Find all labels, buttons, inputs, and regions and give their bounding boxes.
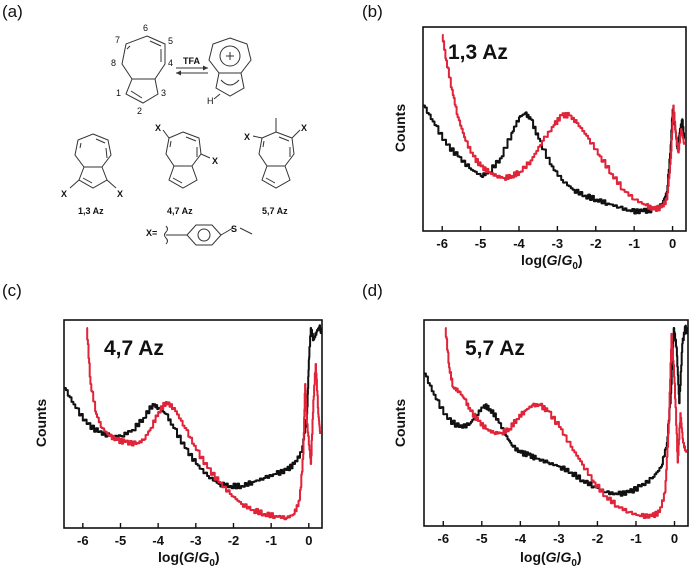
ring-number-5: 5 [168,36,173,46]
red-series-line [86,327,322,521]
compound-13-az: X X 1,3 Az [61,133,123,216]
series-layer [64,324,323,521]
ring-number-6: 6 [143,23,148,33]
x-tick-label: -6 [437,531,449,546]
x-tick-label: -1 [628,236,640,251]
black-series-line [423,104,686,215]
x-tick-label: -5 [475,236,487,251]
y-axis-label: Counts [392,104,408,152]
chart-title: 5,7 Az [465,337,525,360]
x-substituent-label: X [212,156,218,166]
y-axis-label: Counts [392,399,408,447]
plot-frame [423,319,689,527]
compound-57-az: X X 5,7 Az [244,118,307,216]
x-tick-label: -6 [77,533,89,548]
ring-number-8: 8 [111,58,116,68]
plot-frame [422,26,687,232]
x-tick-label: -4 [515,531,527,546]
x-tick-label: -5 [476,531,488,546]
chart-panel-c: 4,7 Az -6 -5 -4 -3 -2 -1 0 log(G/G0) Counts [33,319,323,569]
x-tick-labels: -6 -5 -4 -3 -2 -1 0 [436,236,676,251]
x-substituent-label: X [117,189,123,199]
x-tick-label: -3 [190,533,202,548]
x-tick-marks [82,523,310,528]
panel-label-d: (d) [362,281,383,300]
x-tick-label: -1 [630,531,642,546]
x-substituent-label: X [61,189,67,199]
x-tick-label: -5 [115,533,127,548]
black-series-line [64,324,323,490]
x-tick-marks [442,521,676,526]
x-axis-label: log(G/G0) [158,549,220,569]
x-definition: X= S [146,224,253,246]
plot-frame [63,319,323,529]
x-tick-label: 0 [671,531,678,546]
proton-h-label: H [207,96,214,106]
x-definition-label: X= [146,228,157,238]
panel-label-a: (a) [2,2,23,21]
x-tick-marks [441,226,674,231]
compound-label-47: 4,7 Az [167,206,193,216]
x-tick-label: -2 [592,531,604,546]
equilibrium-arrow: TFA [176,56,208,76]
series-layer [424,324,689,519]
ring-number-7: 7 [115,35,120,45]
compound-47-az: X X 4,7 Az [155,123,218,216]
x-tick-labels: -6 -5 -4 -3 -2 -1 0 [77,533,312,548]
red-series-line [444,327,688,519]
x-tick-label: 0 [669,236,676,251]
x-tick-labels: -6 -5 -4 -3 -2 -1 0 [437,531,678,546]
x-tick-label: -4 [513,236,525,251]
x-tick-label: -6 [436,236,448,251]
ring-number-3: 3 [161,88,166,98]
x-axis-label: log(G/G0) [521,252,583,272]
panel-label-b: (b) [362,2,383,21]
x-tick-label: -4 [152,533,164,548]
ring-number-1: 1 [116,88,121,98]
azulene-structure: 6 5 4 7 8 1 2 3 [111,23,173,116]
x-tick-label: -3 [553,531,565,546]
compound-label-13: 1,3 Az [78,206,104,216]
x-tick-label: -3 [552,236,564,251]
reagent-label: TFA [183,56,200,66]
chemical-scheme: 6 5 4 7 8 1 2 3 TFA H [61,23,307,246]
chart-panel-b: 1,3 Az -6 -5 -4 -3 -2 -1 0 log(G/G0) Counts [392,26,687,272]
x-tick-label: -2 [590,236,602,251]
y-axis-label: Counts [33,399,49,447]
x-axis-label: log(G/G0) [520,549,582,569]
ring-number-2: 2 [137,106,142,116]
x-tick-label: 0 [305,533,312,548]
sulfur-label: S [231,224,237,234]
x-substituent-label: X [155,123,161,133]
ring-number-4: 4 [168,58,173,68]
x-tick-label: -2 [228,533,240,548]
azulenium-structure: H [207,37,252,106]
x-substituent-label: X [301,123,307,133]
compound-label-57: 5,7 Az [262,206,288,216]
chart-title: 4,7 Az [104,337,164,360]
panel-label-c: (c) [2,281,22,300]
chart-panel-d: 5,7 Az -6 -5 -4 -3 -2 -1 0 log(G/G0) Counts [392,319,689,569]
x-tick-label: -1 [265,533,277,548]
black-series-line [424,324,689,497]
red-series-line [441,33,686,212]
x-substituent-label: X [244,132,250,142]
series-layer [423,33,686,215]
chart-title: 1,3 Az [448,41,508,64]
